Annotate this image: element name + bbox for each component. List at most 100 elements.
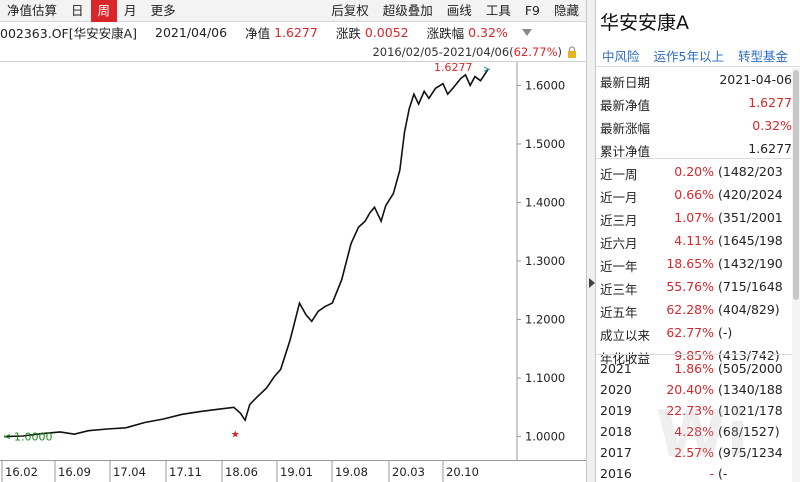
year-rank: (- <box>718 466 728 481</box>
summary-value: 1.6277 <box>748 141 792 156</box>
period-rank: (413/742) <box>718 348 780 363</box>
period-rank: (420/2024 <box>718 187 783 202</box>
summary-value: 2021-04-06 <box>719 72 792 87</box>
fund-tags: 中风险 运作5年以上 转型基金 混 <box>602 46 800 65</box>
date-range-text: 2016/02/05-2021/04/06( <box>372 45 514 59</box>
chart-svg: 1.0000 1.1000 1.2000 1.3000 1.4000 1.5000 1.60… <box>3 62 565 460</box>
summary-label: 最新日期 <box>600 75 651 90</box>
y-tick-label: 1.3000 <box>525 254 565 268</box>
info-bar: 002363.OF[华安安康A] 2021/04/06 净值 1.6277 涨跌… <box>0 22 586 42</box>
period-return: 4.11% <box>674 233 714 248</box>
dropdown-caret-icon[interactable] <box>521 28 532 36</box>
end-arrow-icon <box>483 66 491 72</box>
tag-age[interactable]: 运作5年以上 <box>653 49 724 64</box>
year-rank: (1021/178 <box>718 403 783 418</box>
y-tick-label: 1.5000 <box>525 137 565 151</box>
adjusted-button[interactable]: 后复权 <box>331 2 369 18</box>
start-arrow-icon <box>3 434 11 440</box>
nav-estimate-button[interactable]: 净值估算 <box>7 2 58 18</box>
x-tick-label: 20.03 <box>392 465 425 479</box>
x-tick-label: 16.02 <box>5 465 38 479</box>
period-label: 成立以来 <box>600 328 651 343</box>
year-return: 4.28% <box>674 424 714 439</box>
year-return-row[interactable]: 2020 20.40% (1340/188 <box>596 378 800 401</box>
period-week-button[interactable]: 周 <box>90 0 118 22</box>
panel-scrollbar[interactable] <box>792 68 800 482</box>
panel-divider <box>596 66 800 67</box>
period-return-row[interactable]: 近三年 55.76% (715/1648 <box>596 275 800 298</box>
period-return-row[interactable]: 近六月 4.11% (1645/198 <box>596 229 800 252</box>
dividend-marker-icon: ★ <box>231 430 240 441</box>
f9-button[interactable]: F9 <box>524 2 540 18</box>
panel-divider <box>596 354 800 355</box>
summary-row: 最新净值 1.6277 <box>596 91 800 114</box>
x-tick-label: 19.08 <box>335 465 368 479</box>
x-axis-svg: 16.02 16.09 17.04 17.11 18.06 19.01 19.08 20.03… <box>1 461 479 482</box>
collapse-arrow-icon[interactable] <box>589 278 595 288</box>
fund-name: 华安安康A <box>600 12 689 34</box>
more-button[interactable]: 更多 <box>150 2 176 18</box>
period-return-row[interactable]: 近三月 1.07% (351/2001 <box>596 206 800 229</box>
tools-button[interactable]: 工具 <box>485 2 511 18</box>
x-tick-label: 17.04 <box>113 465 146 479</box>
quote-date: 2021/04/06 <box>155 24 228 40</box>
pct-label: 涨跌幅 <box>426 25 465 41</box>
summary-value: 0.32% <box>752 118 792 133</box>
x-tick-label: 18.06 <box>225 465 258 479</box>
year-return-row[interactable]: 2018 4.28% (68/1527) <box>596 420 800 443</box>
year-label: 2017 <box>600 445 632 460</box>
end-value-label: 1.6277 <box>434 62 473 74</box>
panel-scrollbar-thumb[interactable] <box>793 70 799 300</box>
panel-collapse-handle[interactable] <box>586 0 596 482</box>
period-label: 近一年 <box>600 259 638 274</box>
toolbar: 净值估算 日 周 月 更多 后复权 超级叠加 画线 工具 F9 隐藏 <box>0 0 586 22</box>
fund-code: 002363.OF[华安安康A] <box>0 25 138 41</box>
tag-risk[interactable]: 中风险 <box>602 49 640 64</box>
summary-row: 累计净值 1.6277 <box>596 137 800 160</box>
year-label: 2021 <box>600 361 632 376</box>
fund-info-panel: 华安安康A 中风险 运作5年以上 转型基金 混 最新日期2021-04-06最新… <box>596 0 800 482</box>
date-range[interactable]: 2016/02/05-2021/04/06(62.77%) <box>372 45 562 59</box>
x-axis: 16.02 16.09 17.04 17.11 18.06 19.01 19.08 20.03… <box>0 460 586 482</box>
summary-row: 最新日期 2021-04-06 <box>596 68 800 91</box>
year-return-row[interactable]: 2019 22.73% (1021/178 <box>596 399 800 422</box>
year-return: 2.57% <box>674 445 714 460</box>
year-label: 2019 <box>600 403 632 418</box>
period-return: 9.85% <box>674 348 714 363</box>
year-return-row[interactable]: 2017 2.57% (975/1234 <box>596 441 800 464</box>
x-tick-label: 16.09 <box>58 465 91 479</box>
nav-chart[interactable]: 1.0000 1.1000 1.2000 1.3000 1.4000 1.5000 1.60… <box>0 62 586 460</box>
range-bar: 2016/02/05-2021/04/06(62.77%) <box>0 42 586 62</box>
year-return: 1.86% <box>674 361 714 376</box>
summary-label: 累计净值 <box>600 144 651 159</box>
summary-value: 1.6277 <box>748 95 792 110</box>
summary-label: 最新涨幅 <box>600 121 651 136</box>
hide-button[interactable]: 隐藏 <box>553 2 579 18</box>
year-label: 2018 <box>600 424 632 439</box>
tag-type[interactable]: 转型基金 <box>737 49 788 64</box>
period-label: 近三月 <box>600 213 638 228</box>
year-return-row[interactable]: 2016 - (- <box>596 462 800 482</box>
period-label: 近三年 <box>600 282 638 297</box>
summary-label: 最新净值 <box>600 98 651 113</box>
overlay-button[interactable]: 超级叠加 <box>382 2 433 18</box>
period-return-row[interactable]: 成立以来 62.77% (-) <box>596 321 800 344</box>
draw-line-button[interactable]: 画线 <box>446 2 472 18</box>
nav-label: 净值 <box>245 25 271 41</box>
range-return: 62.77% <box>513 45 558 59</box>
lock-icon[interactable] <box>567 46 577 58</box>
period-return-row[interactable]: 近一周 0.20% (1482/203 <box>596 160 800 183</box>
period-month-button[interactable]: 月 <box>124 2 137 18</box>
change-value: 0.0052 <box>364 24 409 40</box>
period-return-row[interactable]: 近一年 18.65% (1432/190 <box>596 252 800 275</box>
year-return-row[interactable]: 2021 1.86% (505/2000 <box>596 357 800 380</box>
period-return: 55.76% <box>666 279 714 294</box>
period-rank: (715/1648 <box>718 279 783 294</box>
nav-value: 1.6277 <box>274 24 318 40</box>
period-day-button[interactable]: 日 <box>71 2 84 18</box>
period-return-row[interactable]: 近一月 0.66% (420/2024 <box>596 183 800 206</box>
start-value-label: 1.0000 <box>14 431 53 444</box>
period-return: 0.66% <box>674 187 714 202</box>
panel-divider <box>596 158 800 159</box>
period-return-row[interactable]: 近五年 62.28% (404/829) <box>596 298 800 321</box>
